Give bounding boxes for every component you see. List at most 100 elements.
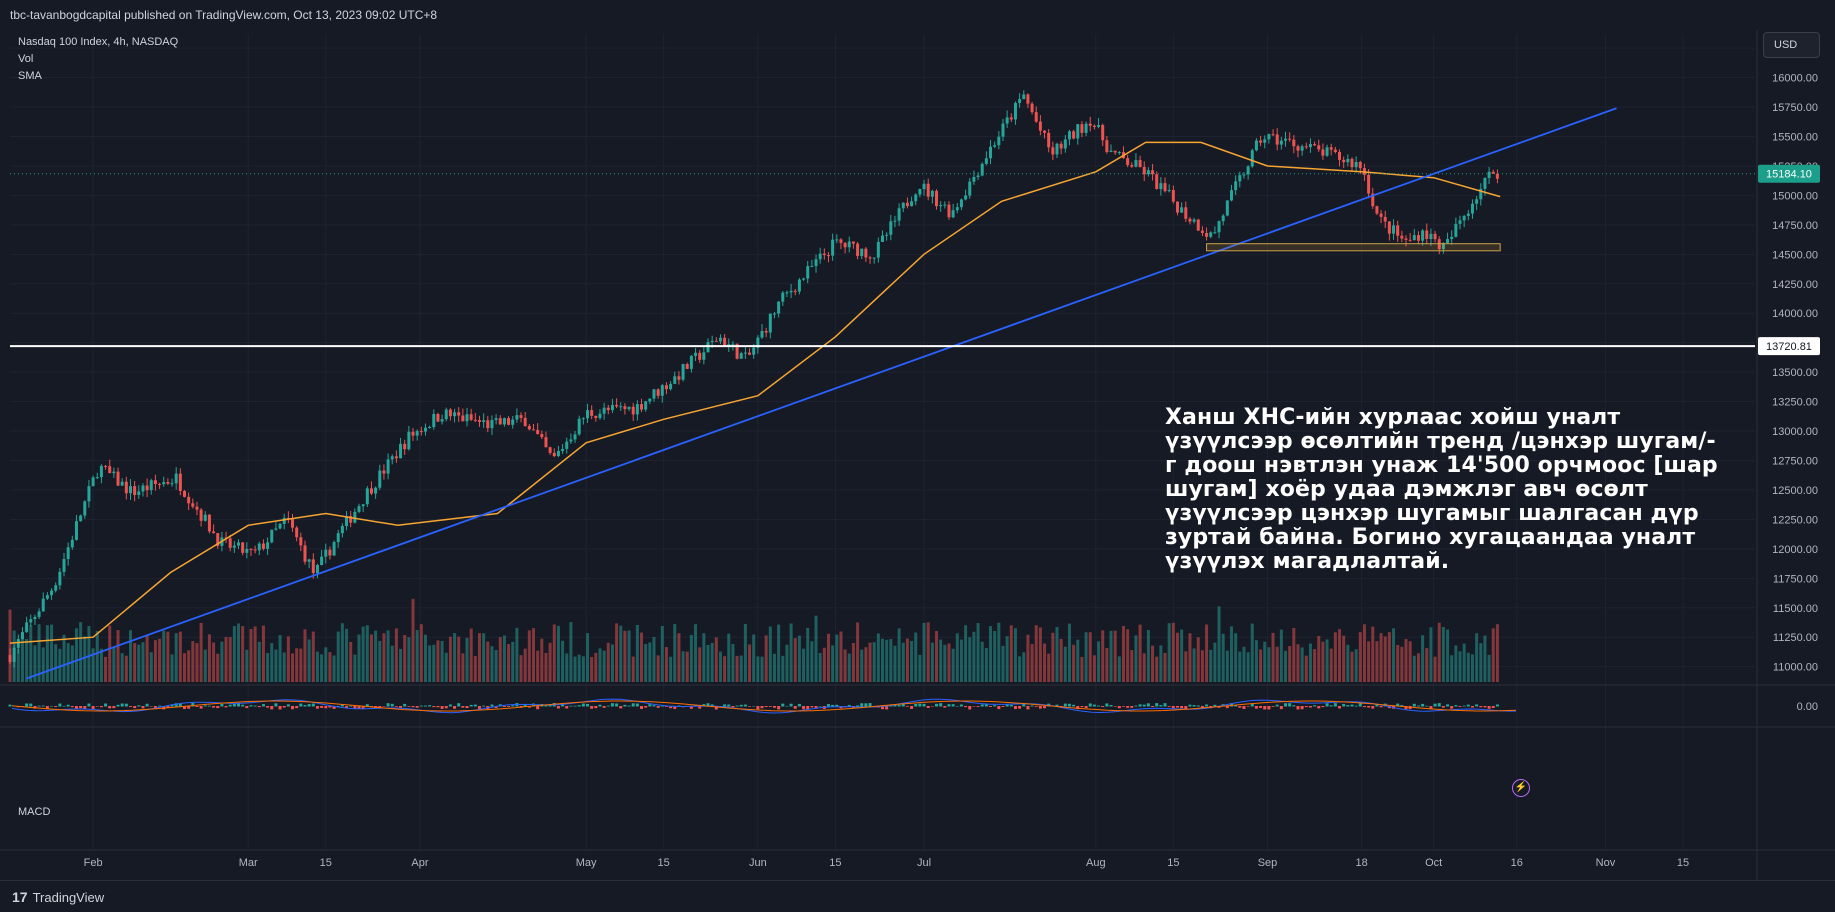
macd-histogram-bar [1263, 706, 1267, 710]
candle-body [1308, 144, 1312, 148]
volume-bar [25, 639, 29, 682]
candle-body [203, 514, 207, 521]
macd-histogram-bar [1271, 706, 1275, 707]
volume-bar [1238, 651, 1242, 682]
candle-body [1491, 171, 1495, 174]
macd-histogram-bar [473, 704, 477, 707]
macd-indicator-label[interactable]: MACD [18, 806, 51, 818]
candle-body [79, 515, 83, 522]
candle-body [149, 480, 153, 491]
volume-bar [1246, 652, 1250, 682]
candle-body [1230, 190, 1233, 201]
candle-body [291, 519, 295, 528]
macd-histogram-bar [444, 706, 448, 709]
candle-body [1059, 143, 1063, 149]
candle-body [839, 239, 843, 243]
volume-bar [1416, 653, 1420, 682]
sma-indicator-label[interactable]: SMA [18, 70, 42, 82]
macd-histogram-bar [1321, 706, 1325, 708]
support-zone[interactable] [1206, 243, 1501, 252]
volume-bar [1130, 650, 1134, 682]
volume-bar [864, 647, 868, 682]
candle-body [432, 413, 436, 427]
macd-histogram-bar [1138, 704, 1142, 707]
candle-body [897, 208, 901, 221]
macd-histogram-bar [453, 706, 457, 709]
volume-bar [586, 633, 590, 682]
volume-bar [390, 645, 394, 682]
macd-histogram-bar [1342, 703, 1346, 707]
candle-body [270, 529, 274, 543]
volume-bar [1259, 649, 1263, 682]
macd-histogram-bar [315, 706, 319, 709]
symbol-title[interactable]: Nasdaq 100 Index, 4h, NASDAQ [18, 36, 179, 48]
volume-bar [1055, 626, 1059, 682]
macd-histogram-bar [648, 704, 652, 707]
macd-histogram-bar [1092, 704, 1096, 707]
lightning-icon[interactable]: ⚡ [1512, 779, 1530, 797]
macd-histogram-bar [87, 703, 91, 707]
volume-bar [282, 652, 286, 682]
volume-bar [1317, 636, 1321, 682]
sma-line[interactable] [9, 141, 1501, 644]
candle-body [1371, 193, 1375, 207]
volume-bar [141, 642, 145, 682]
candle-body [1013, 102, 1017, 120]
volume-bar [831, 645, 835, 682]
y-tick-label: 13000.00 [1772, 426, 1818, 438]
candle-body [37, 611, 41, 617]
macd-histogram-bar [635, 703, 639, 707]
macd-histogram-bar [1200, 706, 1204, 709]
candle-body [8, 654, 12, 662]
volume-bar [1167, 623, 1171, 682]
volume-bar [1358, 632, 1362, 682]
macd-histogram-bar [1446, 704, 1450, 707]
candle-body [644, 401, 648, 410]
macd-histogram-bar [224, 706, 228, 708]
candle-body [561, 448, 565, 451]
macd-histogram-bar [673, 706, 677, 709]
macd-histogram-bar [477, 706, 481, 710]
macd-histogram-bar [220, 703, 224, 707]
candle-body [1304, 146, 1308, 148]
candle-body [1101, 125, 1105, 141]
macd-histogram-bar [386, 703, 390, 707]
volume-bar [843, 649, 847, 682]
macd-histogram-bar [644, 706, 648, 708]
macd-histogram-bar [856, 705, 860, 707]
macd-histogram-bar [536, 706, 540, 710]
volume-bar [1441, 626, 1445, 682]
macd-histogram-bar [1018, 706, 1022, 709]
currency-button[interactable]: USD [1763, 32, 1820, 58]
macd-histogram-bar [1113, 706, 1117, 707]
candle-body [1117, 152, 1121, 154]
candle-body [361, 504, 365, 507]
candle-body [153, 480, 157, 484]
volume-bar [403, 635, 407, 682]
volume-bar [872, 642, 876, 682]
volume-bar [835, 634, 839, 682]
candle-body [664, 385, 668, 390]
volume-bar [1026, 634, 1030, 682]
candle-body [473, 419, 477, 421]
candle-body [669, 383, 673, 390]
vol-indicator-label[interactable]: Vol [18, 53, 34, 65]
candle-body [951, 210, 955, 218]
candle-body [1483, 177, 1487, 189]
chart-area[interactable]: 16250.0016000.0015750.0015500.0015250.00… [0, 30, 1835, 880]
macd-histogram-bar [951, 704, 955, 707]
volume-bar [615, 623, 619, 682]
macd-histogram-bar [365, 704, 369, 707]
macd-histogram-bar [889, 705, 893, 707]
volume-bar [627, 630, 631, 682]
footer-bar: 17 TradingView [0, 880, 1835, 912]
candle-body [947, 204, 951, 218]
candle-body [469, 414, 473, 420]
candle-body [1416, 235, 1420, 241]
volume-bar [303, 629, 307, 682]
candle-body [490, 420, 494, 429]
macd-histogram-bar [394, 706, 398, 707]
tradingview-logo[interactable]: 17 TradingView [12, 889, 104, 905]
trend-line[interactable] [26, 107, 1617, 680]
price-chart[interactable]: 16250.0016000.0015750.0015500.0015250.00… [0, 30, 1835, 880]
